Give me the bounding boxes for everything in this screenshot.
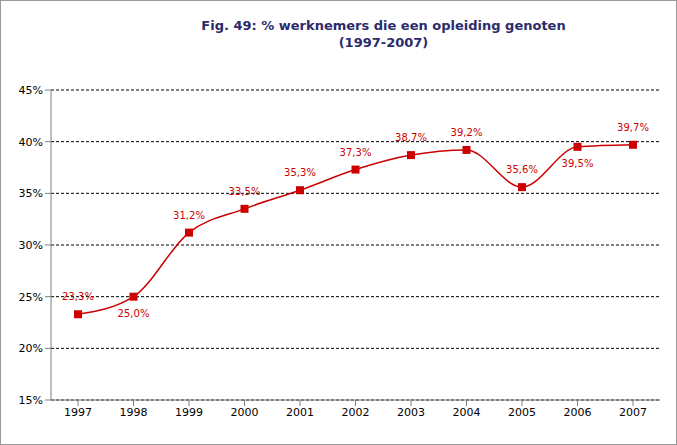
svg-text:2001: 2001 [286, 406, 314, 419]
svg-text:45%: 45% [19, 84, 43, 97]
svg-text:33,5%: 33,5% [229, 186, 261, 197]
svg-text:2000: 2000 [231, 406, 259, 419]
svg-text:20%: 20% [19, 342, 43, 355]
svg-text:30%: 30% [19, 239, 43, 252]
svg-text:1998: 1998 [120, 406, 148, 419]
svg-text:25%: 25% [19, 291, 43, 304]
svg-text:2006: 2006 [564, 406, 592, 419]
svg-text:23,3%: 23,3% [62, 291, 94, 302]
svg-text:40%: 40% [19, 136, 43, 149]
svg-text:2003: 2003 [397, 406, 425, 419]
svg-text:2004: 2004 [453, 406, 481, 419]
svg-text:31,2%: 31,2% [173, 210, 205, 221]
svg-text:35,3%: 35,3% [284, 167, 316, 178]
svg-text:2007: 2007 [619, 406, 647, 419]
svg-text:2005: 2005 [508, 406, 536, 419]
html-text:(1997-2007): (1997-2007) [338, 35, 429, 50]
svg-text:35%: 35% [19, 187, 43, 200]
svg-text:39,2%: 39,2% [451, 127, 483, 138]
svg-text:2002: 2002 [342, 406, 370, 419]
svg-text:38,7%: 38,7% [395, 132, 427, 143]
svg-text:39,5%: 39,5% [562, 158, 594, 169]
svg-text:35,6%: 35,6% [506, 164, 538, 175]
svg-text:37,3%: 37,3% [340, 147, 372, 158]
svg-text:15%: 15% [19, 394, 43, 407]
svg-text:1997: 1997 [64, 406, 92, 419]
html-text:Fig. 49: % werknemers die een: Fig. 49: % werknemers die een opleiding … [201, 18, 566, 33]
svg-text:39,7%: 39,7% [617, 122, 649, 133]
svg-text:25,0%: 25,0% [118, 308, 150, 319]
svg-text:1999: 1999 [175, 406, 203, 419]
